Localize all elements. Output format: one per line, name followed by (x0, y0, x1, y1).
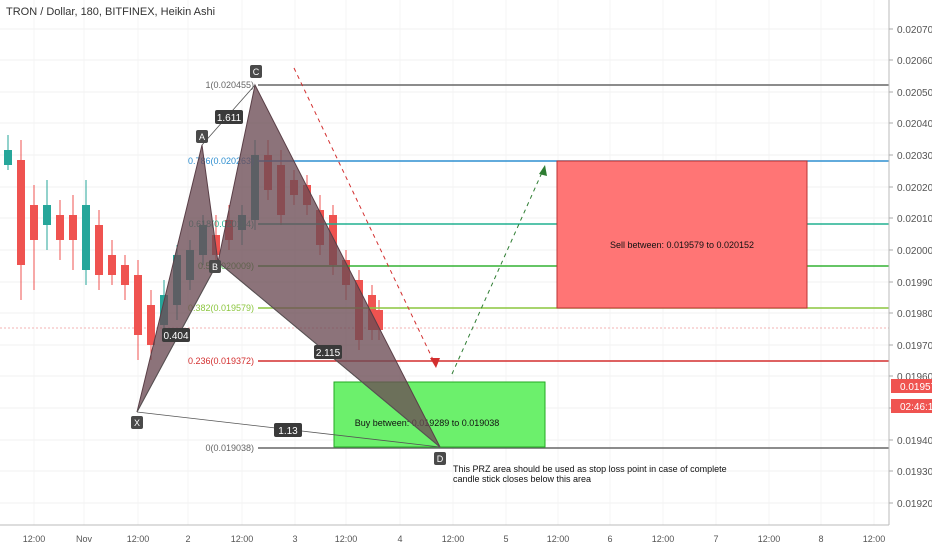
buy-zone-box[interactable] (333, 381, 546, 448)
ratio-badge (215, 110, 243, 124)
pattern-point-label: A (199, 132, 205, 142)
time-label: 12:00 (442, 534, 465, 544)
buy-zone[interactable]: Buy between: 0.019289 to 0.019038 (333, 381, 546, 448)
up-arrow-line (451, 167, 545, 375)
down-arrow-line (293, 67, 437, 367)
sell-zone-box[interactable] (556, 160, 808, 309)
price-label: 0.01920 (897, 499, 932, 510)
pattern-point-badge (196, 130, 208, 143)
time-label: 5 (503, 534, 508, 544)
candle-body (147, 305, 155, 345)
time-label: 2 (185, 534, 190, 544)
pattern-point-label: D (437, 454, 444, 464)
price-label: 0.01940 (897, 436, 932, 447)
sell-zone-text: Sell between: 0.019579 to 0.020152 (610, 240, 754, 250)
price-label: 0.02010 (897, 214, 932, 225)
fib-label: 0.382(0.019579) (188, 303, 254, 313)
price-label: 0.02000 (897, 246, 932, 257)
ratio-label: 0.404 (163, 331, 188, 342)
price-axis[interactable]: 0.02070 0.02060 0.02050 0.02040 0.02030 0.020… (888, 0, 932, 525)
price-label: 0.02070 (897, 25, 932, 36)
countdown-tag (891, 399, 932, 413)
price-label: 0.02030 (897, 151, 932, 162)
pattern-point-label: C (253, 67, 260, 77)
ratio-badge (274, 423, 302, 437)
price-label: 0.01980 (897, 309, 932, 320)
price-label: 0.02060 (897, 56, 932, 67)
time-labels: 12:00 Nov 12:00 2 12:00 3 12:00 4 12:00 5 12:00 6 12… (23, 534, 886, 544)
time-label: 12:00 (23, 534, 46, 544)
price-label: 0.01970 (897, 341, 932, 352)
fib-label: 1(0.020455) (205, 80, 254, 90)
pattern-point-label: X (134, 418, 140, 428)
fib-label: 0.786(0.020263) (188, 156, 254, 166)
candle-body (121, 265, 129, 285)
candle-body (134, 275, 142, 335)
ratio-badge (162, 328, 190, 342)
candle-body (69, 215, 77, 240)
countdown-label: 02:46:1 (900, 402, 932, 413)
time-axis-bg (0, 525, 932, 550)
candle-body (17, 160, 25, 265)
time-axis[interactable]: 12:00 Nov 12:00 2 12:00 3 12:00 4 12:00 5 12:00 6 12… (0, 524, 932, 550)
current-price-tag (891, 379, 932, 393)
candle-body (95, 225, 103, 275)
ratio-label: 2.115 (316, 348, 341, 359)
down-arrow-head (430, 358, 440, 368)
candle-body (82, 205, 90, 270)
projection-arrows (293, 67, 547, 375)
time-label: Nov (76, 534, 93, 544)
up-arrow-head (539, 165, 547, 176)
price-label: 0.01960 (897, 372, 932, 383)
candle-body (375, 310, 383, 330)
time-label: 12:00 (758, 534, 781, 544)
time-label: 4 (397, 534, 402, 544)
time-label: 8 (818, 534, 823, 544)
price-label: 0.02040 (897, 119, 932, 130)
fib-label: 0.618(0.020114) (189, 219, 254, 229)
price-label: 0.02020 (897, 183, 932, 194)
time-label: 12:00 (547, 534, 570, 544)
chart-title: TRON / Dollar, 180, BITFINEX, Heikin Ash… (6, 6, 215, 18)
time-label: 12:00 (863, 534, 886, 544)
current-price-label: 0.01957 (900, 382, 932, 393)
pattern-point-badge (131, 416, 143, 429)
pattern-point-badge (250, 65, 262, 78)
candle-body (56, 215, 64, 240)
time-label: 6 (607, 534, 612, 544)
price-axis-bg (889, 0, 932, 525)
pattern-point-badge (209, 260, 221, 273)
fib-label: 0(0.019038) (205, 443, 254, 453)
candle-body (43, 205, 51, 225)
candle-body (30, 205, 38, 240)
price-label: 0.01930 (897, 467, 932, 478)
ratio-label: 1.13 (278, 426, 298, 437)
prz-note-line1: This PRZ area should be used as stop los… (453, 464, 727, 474)
ratio-badge (314, 345, 342, 359)
price-label: 0.02050 (897, 88, 932, 99)
ratio-label: 1.611 (217, 113, 242, 124)
pattern-point-labels: X A B C D (131, 65, 446, 465)
time-label: 12:00 (652, 534, 675, 544)
candle-body (4, 150, 12, 165)
candle-body (368, 295, 376, 330)
pattern-ratio-labels: 1.611 0.404 2.115 1.13 (162, 110, 342, 437)
time-label: 12:00 (231, 534, 254, 544)
time-label: 3 (292, 534, 297, 544)
pattern-point-label: B (212, 262, 218, 272)
fib-label: 0.236(0.019372) (188, 356, 254, 366)
prz-note-line2: candle stick closes below this area (453, 474, 591, 484)
candle-body (108, 255, 116, 275)
pattern-point-badge (434, 452, 446, 465)
time-label: 12:00 (127, 534, 150, 544)
sell-zone[interactable]: Sell between: 0.019579 to 0.020152 (556, 160, 808, 309)
time-label: 12:00 (335, 534, 358, 544)
price-label: 0.01990 (897, 278, 932, 289)
time-label: 7 (713, 534, 718, 544)
